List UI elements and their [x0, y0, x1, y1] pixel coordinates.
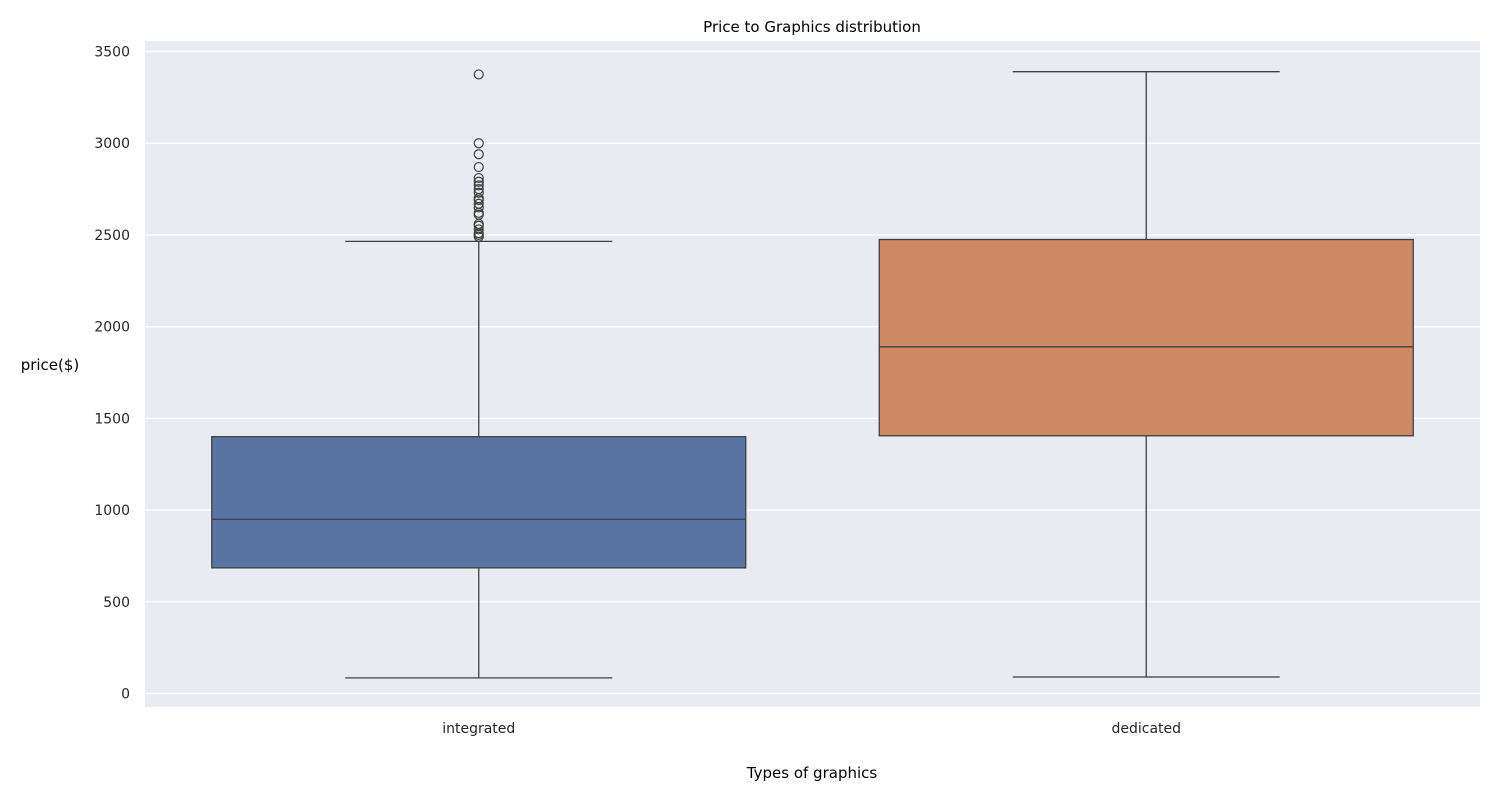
y-tick-label: 1000 — [94, 503, 130, 519]
boxes-layer — [211, 69, 1414, 679]
outlier-point — [473, 149, 484, 160]
outlier-point — [473, 187, 484, 198]
outlier-point — [473, 172, 484, 184]
box-iqr — [878, 238, 1414, 437]
outlier-point — [473, 69, 484, 80]
y-axis-ticks: 0 500 1000 1500 2000 2500 3000 3500 — [94, 45, 130, 703]
y-tick-label: 3500 — [94, 45, 130, 61]
outlier-point — [473, 180, 484, 191]
box-dedicated — [878, 71, 1414, 678]
outlier-point — [473, 161, 484, 173]
y-tick-label: 3000 — [94, 136, 130, 152]
x-tick-label: dedicated — [1111, 721, 1181, 737]
outlier-point — [473, 198, 484, 209]
outlier-point — [473, 138, 484, 149]
box-iqr — [211, 436, 747, 569]
outlier-point — [473, 176, 484, 187]
box-integrated — [211, 69, 747, 679]
outlier-point — [473, 183, 484, 195]
x-axis-label: Types of graphics — [746, 764, 878, 782]
x-axis-ticks: integrated dedicated — [442, 721, 1181, 737]
y-tick-label: 2000 — [94, 320, 130, 336]
outlier-point — [473, 224, 484, 235]
y-tick-label: 0 — [121, 687, 130, 703]
y-tick-label: 1500 — [94, 411, 130, 427]
y-tick-label: 2500 — [94, 228, 130, 244]
y-tick-label: 500 — [103, 595, 130, 611]
chart-title: Price to Graphics distribution — [703, 18, 921, 36]
x-tick-label: integrated — [442, 721, 515, 737]
y-axis-label: price($) — [21, 356, 80, 374]
